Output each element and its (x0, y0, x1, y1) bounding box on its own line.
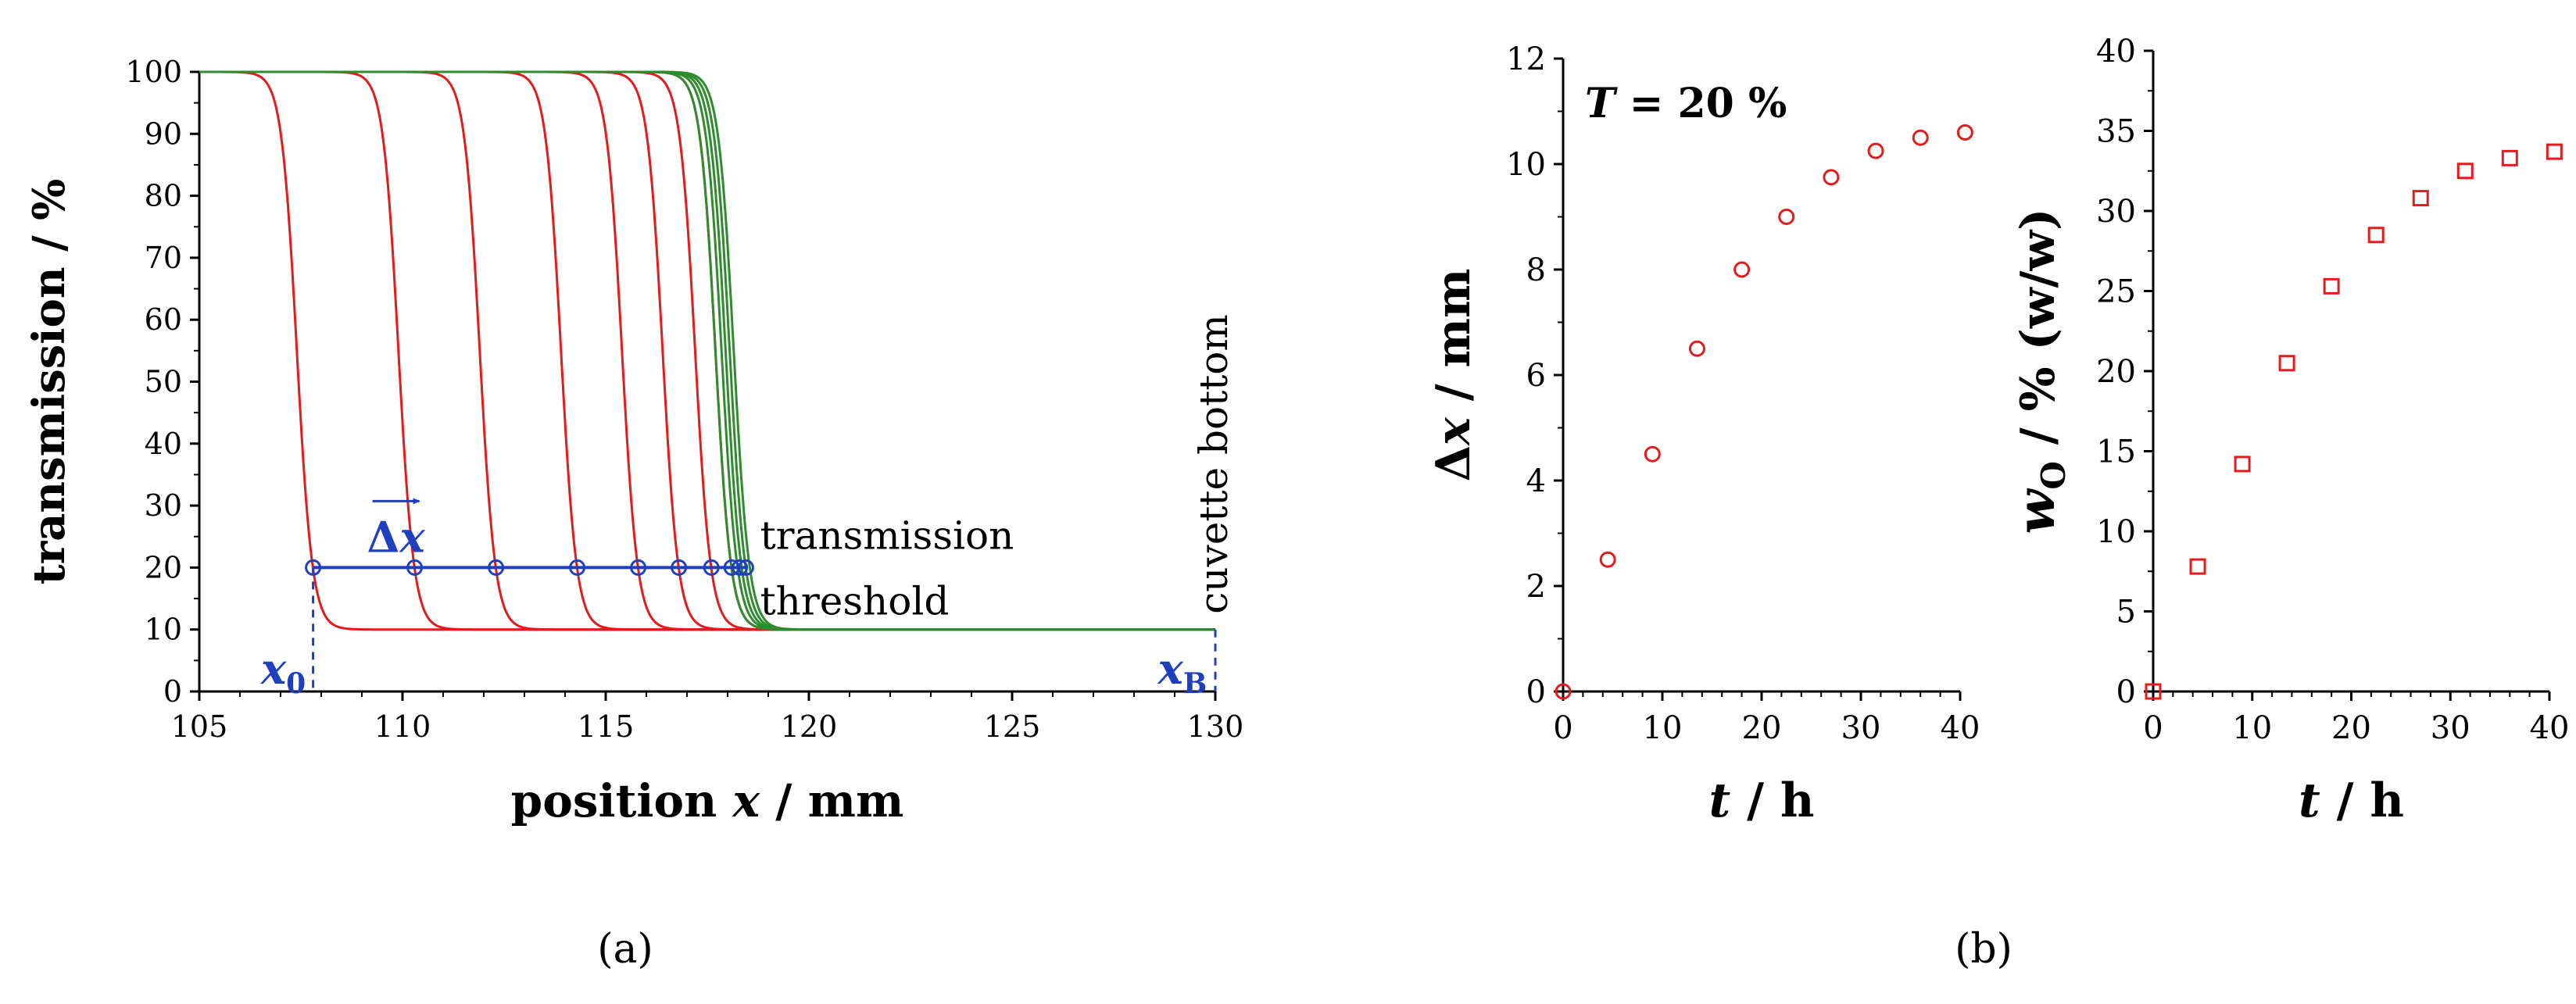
y-tick-label: 8 (1526, 252, 1546, 288)
y-tick-label: 0 (163, 674, 182, 709)
y-tick-label: 0 (2116, 674, 2136, 710)
x-tick-label: 125 (984, 709, 1041, 744)
x0-label: x0 (260, 644, 306, 700)
data-point-5 (1778, 209, 1795, 225)
cuvette-bottom-label: cuvette bottom (1191, 314, 1236, 614)
chart-b2-mass-fraction: 0 5 10 15 20 25 30 35 40 0 10 20 30 40 t / h wO / % (w/… (2005, 34, 2569, 828)
y-tick-label: 100 (125, 55, 182, 89)
threshold-point-2 (488, 559, 505, 576)
y-tick-label: 15 (2096, 434, 2136, 470)
data-point-4 (1733, 261, 1751, 278)
y-tick-label: 20 (145, 550, 182, 584)
y-tick-label: 10 (145, 613, 182, 647)
y-axis-label: transmission / % (23, 179, 75, 584)
threshold-label-line1: transmission (760, 513, 1014, 558)
data-point-4 (2323, 277, 2340, 295)
data-point-9 (2546, 143, 2563, 160)
y-axis-label: Δx / mm (1426, 268, 1481, 481)
data-point-7 (2456, 163, 2474, 180)
data-point-2 (1644, 445, 1661, 463)
x-tick-label: 0 (2143, 710, 2163, 746)
x-axis-label: t / h (1708, 774, 1814, 828)
x-tick-label: 110 (374, 709, 431, 744)
data-point-0 (2145, 683, 2162, 700)
x-tick-label: 105 (171, 709, 228, 744)
threshold-point-5 (671, 559, 688, 576)
threshold-point-9 (737, 559, 754, 576)
threshold-point-6 (703, 559, 720, 576)
temperature-annotation: T = 20 % (1585, 80, 1787, 127)
y-tick-label: 0 (1526, 674, 1546, 710)
y-tick-label: 2 (1526, 569, 1546, 605)
data-point-8 (1912, 129, 1929, 146)
y-tick-label: 50 (145, 365, 182, 399)
y-tick-label: 70 (145, 241, 182, 275)
y-tick-label: 4 (1526, 463, 1546, 499)
threshold-point-4 (630, 559, 647, 576)
data-point-7 (1867, 142, 1884, 159)
x-tick-label: 20 (2331, 710, 2371, 746)
y-tick-label: 30 (145, 488, 182, 523)
data-point-6 (1823, 169, 1840, 186)
panel-label-b: (b) (1955, 926, 2012, 973)
threshold-point-8 (732, 559, 749, 576)
y-tick-label: 12 (1506, 41, 1546, 77)
chart-a-transmission: 0 10 20 30 40 50 60 70 80 90 100 105 110 115 120 125 130… (23, 55, 1243, 827)
xB-label: xB (1157, 644, 1208, 700)
chart-b1-delta-x: 0 2 4 6 8 10 12 0 10 20 30 40 t / h Δx / mm T = 20 % (1426, 41, 1980, 828)
data-point-5 (2367, 227, 2385, 244)
y-tick-label: 10 (2096, 514, 2136, 550)
x-tick-label: 10 (1643, 710, 1683, 746)
x-tick-label: 20 (1742, 710, 1782, 746)
data-point-8 (2501, 149, 2518, 166)
x-tick-label: 115 (578, 709, 635, 744)
data-point-0 (1555, 683, 1572, 700)
y-tick-label: 10 (1506, 147, 1546, 183)
x-tick-label: 0 (1553, 710, 1572, 746)
x-tick-label: 40 (1941, 710, 1980, 746)
panel-label-a: (a) (597, 926, 653, 973)
data-point-1 (2189, 558, 2206, 575)
y-tick-label: 35 (2096, 114, 2136, 150)
threshold-point-1 (406, 559, 424, 576)
x-tick-label: 10 (2232, 710, 2272, 746)
green-curve-1 (199, 70, 1215, 631)
y-tick-label: 6 (1526, 358, 1546, 394)
threshold-point-3 (569, 559, 586, 576)
data-point-6 (2412, 190, 2429, 207)
x-axis-label: position x / mm (511, 774, 904, 827)
y-tick-label: 90 (145, 116, 182, 151)
data-point-3 (1688, 340, 1705, 357)
y-tick-label: 20 (2096, 354, 2136, 390)
data-point-3 (2278, 355, 2295, 372)
data-point-1 (1599, 551, 1616, 568)
y-tick-label: 30 (2096, 194, 2136, 230)
y-tick-label: 40 (2096, 34, 2136, 70)
x-tick-label: 30 (2431, 710, 2470, 746)
y-tick-label: 80 (145, 179, 182, 213)
y-tick-label: 25 (2096, 274, 2136, 310)
y-axis-label: wO / % (w/w) (2005, 208, 2073, 534)
threshold-label-line2: threshold (760, 578, 950, 623)
green-curve-4 (199, 70, 1215, 631)
delta-x-label: Δx (367, 512, 426, 562)
x-tick-label: 30 (1841, 710, 1881, 746)
data-point-9 (1956, 124, 1973, 141)
y-tick-label: 5 (2116, 595, 2136, 631)
x-axis-label: t / h (2299, 774, 2404, 828)
x-tick-label: 40 (2530, 710, 2570, 746)
y-tick-label: 40 (145, 427, 182, 461)
data-point-2 (2234, 456, 2251, 473)
x-tick-label: 130 (1187, 709, 1244, 744)
y-tick-label: 60 (145, 302, 182, 337)
x-tick-label: 120 (781, 709, 838, 744)
